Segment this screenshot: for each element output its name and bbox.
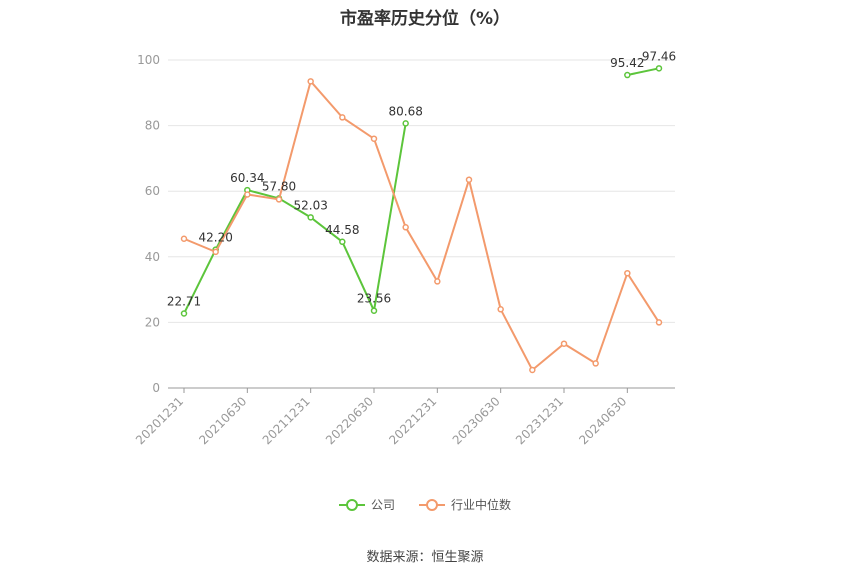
data-point-company bbox=[180, 310, 188, 317]
y-tick-label: 0 bbox=[152, 381, 160, 395]
y-tick-label: 20 bbox=[145, 315, 160, 329]
x-tick-label: 20240630 bbox=[576, 394, 629, 447]
series-line-company bbox=[183, 123, 407, 315]
data-point-industry bbox=[529, 366, 536, 374]
data-point-industry bbox=[592, 360, 599, 367]
data-label-company: 95.42 bbox=[610, 56, 644, 70]
x-tick-label: 20221231 bbox=[386, 394, 439, 447]
data-label-company: 80.68 bbox=[388, 104, 422, 118]
series-layer bbox=[180, 65, 663, 374]
data-point-industry bbox=[212, 248, 219, 256]
data-label-company: 57.80 bbox=[262, 179, 296, 193]
data-point-industry bbox=[624, 269, 631, 277]
data-label-company: 60.34 bbox=[230, 171, 264, 185]
data-point-company bbox=[402, 120, 409, 127]
x-tick-label: 20220630 bbox=[323, 394, 376, 447]
source-note: 数据来源：恒生聚源 bbox=[366, 550, 484, 565]
legend-swatch-company bbox=[338, 498, 365, 512]
data-label-company: 23.56 bbox=[357, 292, 391, 306]
data-point-industry bbox=[434, 278, 441, 285]
legend-label-industry: 行业中位数 bbox=[451, 498, 512, 512]
data-point-industry bbox=[402, 224, 409, 231]
x-tick-label: 20211231 bbox=[260, 394, 313, 447]
legend-swatch-industry bbox=[419, 498, 445, 512]
grid-layer bbox=[168, 59, 675, 323]
y-tick-label: 100 bbox=[137, 53, 160, 67]
data-point-company bbox=[307, 214, 314, 221]
y-tick-label: 60 bbox=[145, 184, 160, 198]
data-label-company: 42.20 bbox=[198, 231, 232, 245]
data-point-company bbox=[624, 71, 631, 79]
data-point-industry bbox=[465, 176, 473, 183]
data-point-industry bbox=[655, 319, 663, 326]
chart-title: 市盈率历史分位（%） bbox=[339, 9, 511, 29]
data-point-industry bbox=[307, 78, 314, 85]
data-label-company: 44.58 bbox=[325, 223, 359, 237]
data-point-industry bbox=[339, 114, 346, 121]
x-tick-label: 20230630 bbox=[450, 394, 503, 447]
data-point-industry bbox=[497, 306, 504, 313]
series-line-industry bbox=[183, 79, 660, 372]
legend-item-company[interactable]: 公司 bbox=[338, 496, 395, 513]
data-point-company bbox=[655, 65, 663, 72]
legend-item-industry[interactable]: 行业中位数 bbox=[419, 496, 511, 513]
data-label-company: 52.03 bbox=[293, 198, 327, 212]
data-point-industry bbox=[180, 235, 188, 243]
x-tick-label: 20201231 bbox=[133, 394, 186, 447]
data-point-company bbox=[370, 307, 378, 314]
data-point-industry bbox=[244, 191, 251, 198]
y-tick-label: 80 bbox=[145, 119, 160, 133]
data-point-industry bbox=[275, 196, 283, 203]
y-tick-label: 40 bbox=[145, 250, 160, 264]
data-point-industry bbox=[560, 340, 568, 347]
x-tick-label: 20210630 bbox=[196, 394, 249, 447]
data-point-industry bbox=[370, 135, 378, 142]
series-line-company bbox=[627, 67, 660, 77]
legend: 公司 行业中位数 bbox=[0, 496, 850, 513]
data-label-company: 22.71 bbox=[167, 295, 201, 309]
data-point-company bbox=[339, 238, 346, 246]
x-tick-label: 20231231 bbox=[513, 394, 566, 447]
data-label-company: 97.46 bbox=[642, 49, 676, 63]
legend-label-company: 公司 bbox=[370, 498, 395, 512]
